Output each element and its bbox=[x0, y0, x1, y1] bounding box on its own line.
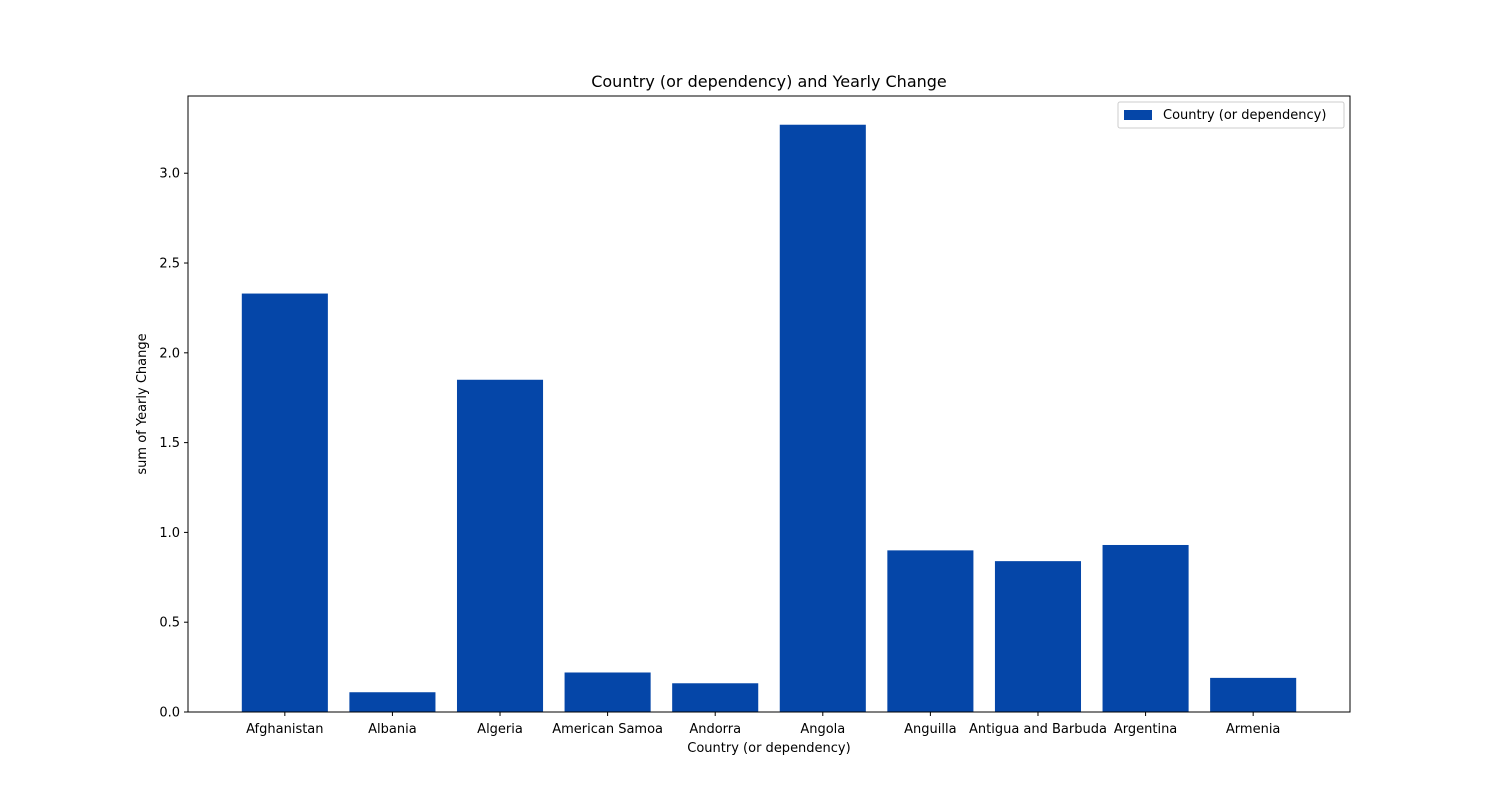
bar-algeria bbox=[456, 379, 544, 712]
y-tick-label: 1.5 bbox=[159, 436, 180, 451]
chart-title: Country (or dependency) and Yearly Chang… bbox=[591, 72, 947, 91]
x-tick-label: Albania bbox=[368, 722, 417, 737]
y-axis-ticks: 0.0 0.5 1.0 1.5 2.0 2.5 3.0 bbox=[159, 167, 188, 721]
bar-albania bbox=[349, 692, 436, 712]
bar-andorra bbox=[672, 683, 759, 712]
plot-frame bbox=[187, 95, 1351, 713]
legend: Country (or dependency) bbox=[1117, 101, 1345, 129]
x-tick-label: Afghanistan bbox=[246, 722, 323, 737]
legend-box bbox=[1117, 101, 1345, 129]
bars-group bbox=[241, 124, 1297, 713]
x-tick-label: Andorra bbox=[689, 722, 741, 737]
x-tick-label: Antigua and Barbuda bbox=[969, 722, 1107, 737]
bar-antigua-and-barbuda bbox=[994, 561, 1082, 712]
bar-anguilla bbox=[887, 550, 974, 712]
bar-armenia bbox=[1210, 677, 1297, 712]
y-tick-label: 2.5 bbox=[159, 257, 180, 272]
bar-afghanistan bbox=[241, 293, 328, 712]
x-tick-label: Algeria bbox=[477, 722, 523, 737]
y-tick-label: 1.0 bbox=[159, 526, 180, 541]
legend-swatch bbox=[1124, 110, 1152, 120]
y-axis-label: sum of Yearly Change bbox=[135, 333, 150, 474]
x-tick-label: Argentina bbox=[1114, 722, 1177, 737]
bar-american-samoa bbox=[564, 672, 651, 712]
y-tick-label: 0.5 bbox=[159, 616, 180, 631]
y-tick-label: 2.0 bbox=[159, 346, 180, 361]
bar-argentina bbox=[1102, 544, 1189, 712]
y-tick-label: 3.0 bbox=[159, 167, 180, 182]
legend-label: Country (or dependency) bbox=[1163, 108, 1326, 123]
x-tick-label: Angola bbox=[800, 722, 845, 737]
y-tick-label: 0.0 bbox=[159, 706, 180, 721]
bar-angola bbox=[779, 124, 866, 713]
x-axis-ticks: Afghanistan Albania Algeria American Samoa A… bbox=[246, 712, 1280, 737]
x-tick-label: Armenia bbox=[1226, 722, 1281, 737]
x-axis-label: Country (or dependency) bbox=[687, 741, 850, 756]
x-tick-label: American Samoa bbox=[552, 722, 663, 737]
x-tick-label: Anguilla bbox=[904, 722, 956, 737]
